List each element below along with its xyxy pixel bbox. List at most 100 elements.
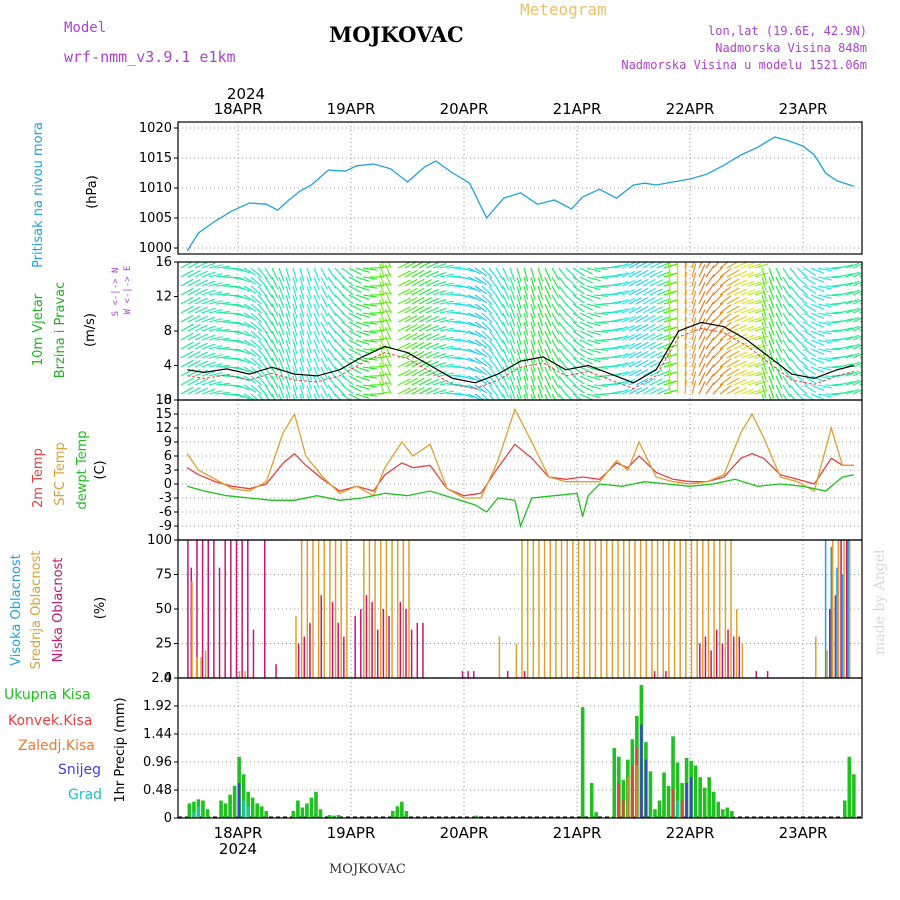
- wind-barb: [754, 380, 769, 386]
- wind-barb: [379, 362, 385, 377]
- wind-barb: [607, 363, 622, 368]
- wind-unit: (m/s): [83, 313, 98, 347]
- wind-barb: [537, 312, 544, 327]
- wind-barb: [236, 276, 251, 283]
- rain-bar: [192, 801, 196, 818]
- wind-barb: [474, 285, 487, 295]
- wind-barb: [740, 298, 755, 305]
- wind-barb: [628, 297, 642, 305]
- wind-barb: [229, 339, 244, 344]
- wind-barb: [621, 270, 636, 278]
- rain-bar: [201, 800, 205, 818]
- temp-title-3: dewpt Temp: [75, 430, 90, 509]
- wind-barb: [782, 348, 791, 362]
- wind-barb: [747, 281, 762, 287]
- wind-barb: [628, 351, 642, 359]
- wind-barb: [775, 276, 783, 290]
- wind-barb: [313, 294, 320, 309]
- rain-bar: [259, 806, 264, 818]
- wind-barb: [425, 342, 440, 350]
- wind-barb: [348, 303, 362, 312]
- wind-barb: [313, 330, 320, 345]
- wind-barb: [845, 379, 860, 386]
- wind-barb: [208, 264, 223, 269]
- wind-barb: [495, 393, 501, 400]
- wind-barb: [201, 370, 216, 377]
- wind-barb: [838, 372, 853, 377]
- model-elevation-label: Nadmorska Visina u modelu 1521.06m: [621, 58, 867, 72]
- wind-barb: [817, 348, 832, 353]
- wind-barb: [229, 330, 244, 335]
- wind-barb: [334, 348, 345, 360]
- wind-barb: [684, 299, 687, 314]
- wind-barb: [306, 285, 312, 300]
- y-tick-label: 12: [155, 421, 172, 436]
- wind-barb: [607, 372, 622, 377]
- rain-bar: [720, 809, 725, 818]
- wind-barb: [495, 294, 504, 308]
- wind-barb: [467, 384, 481, 392]
- wind-barb: [362, 330, 377, 334]
- wind-barb: [614, 272, 629, 278]
- wind-barb: [411, 332, 425, 341]
- wind-barb: [775, 339, 783, 353]
- wind-barb: [719, 262, 729, 269]
- wind-barb: [180, 287, 194, 296]
- wind-barb: [460, 393, 475, 399]
- wind-barb: [523, 312, 529, 327]
- convective-bar: [631, 765, 634, 818]
- rain-bar: [589, 783, 594, 818]
- wind-barb: [404, 296, 418, 305]
- wind-barb: [691, 326, 697, 341]
- wind-barb: [384, 362, 392, 377]
- wind-barb: [425, 360, 440, 368]
- wind-barb: [579, 312, 593, 320]
- wind-barb: [649, 333, 663, 341]
- wind-barb: [635, 287, 649, 296]
- wind-barb: [845, 280, 860, 287]
- wind-barb: [747, 299, 762, 305]
- wind-barb: [495, 285, 504, 299]
- wind-barb: [544, 303, 552, 318]
- wind-barb: [621, 378, 636, 386]
- pressure-line: [186, 136, 855, 252]
- wind-barb: [481, 303, 493, 315]
- wind-barb: [586, 276, 601, 282]
- wind-barb: [691, 371, 697, 386]
- wind-barb: [579, 393, 593, 400]
- wind-barb: [418, 387, 432, 395]
- wind-barb: [432, 335, 447, 341]
- wind-barb: [635, 269, 649, 278]
- rain-bar: [291, 811, 296, 818]
- wind-barb: [460, 303, 475, 309]
- wind-barb: [432, 326, 447, 332]
- wind-barb: [446, 329, 462, 332]
- wind-barb: [803, 276, 817, 285]
- wind-barb: [264, 384, 273, 398]
- wind-barb: [614, 299, 629, 305]
- wind-barb: [208, 363, 223, 368]
- wind-barb: [621, 262, 636, 269]
- wind-barb: [292, 330, 298, 345]
- wind-barb: [579, 357, 593, 365]
- wind-barb: [292, 276, 298, 291]
- wind-barb: [215, 301, 230, 305]
- wind-barb: [285, 285, 291, 300]
- wind-barb: [775, 366, 783, 380]
- wind-barb: [684, 380, 687, 395]
- wind-barb: [250, 285, 262, 296]
- wind-barb: [705, 355, 715, 368]
- wind-barb: [208, 345, 223, 350]
- wind-barb: [446, 347, 462, 350]
- wind-barb: [649, 324, 663, 332]
- wind-barb: [194, 315, 208, 323]
- wind-barb: [586, 393, 601, 399]
- wind-barb: [593, 285, 608, 288]
- hail-bar: [197, 806, 200, 818]
- bottom-date-18: 18APR: [214, 824, 263, 842]
- wind-barb: [187, 324, 201, 332]
- wind-barb: [502, 330, 510, 345]
- wind-barb: [411, 341, 425, 350]
- wind-barb: [243, 294, 257, 303]
- wind-barb: [236, 366, 251, 373]
